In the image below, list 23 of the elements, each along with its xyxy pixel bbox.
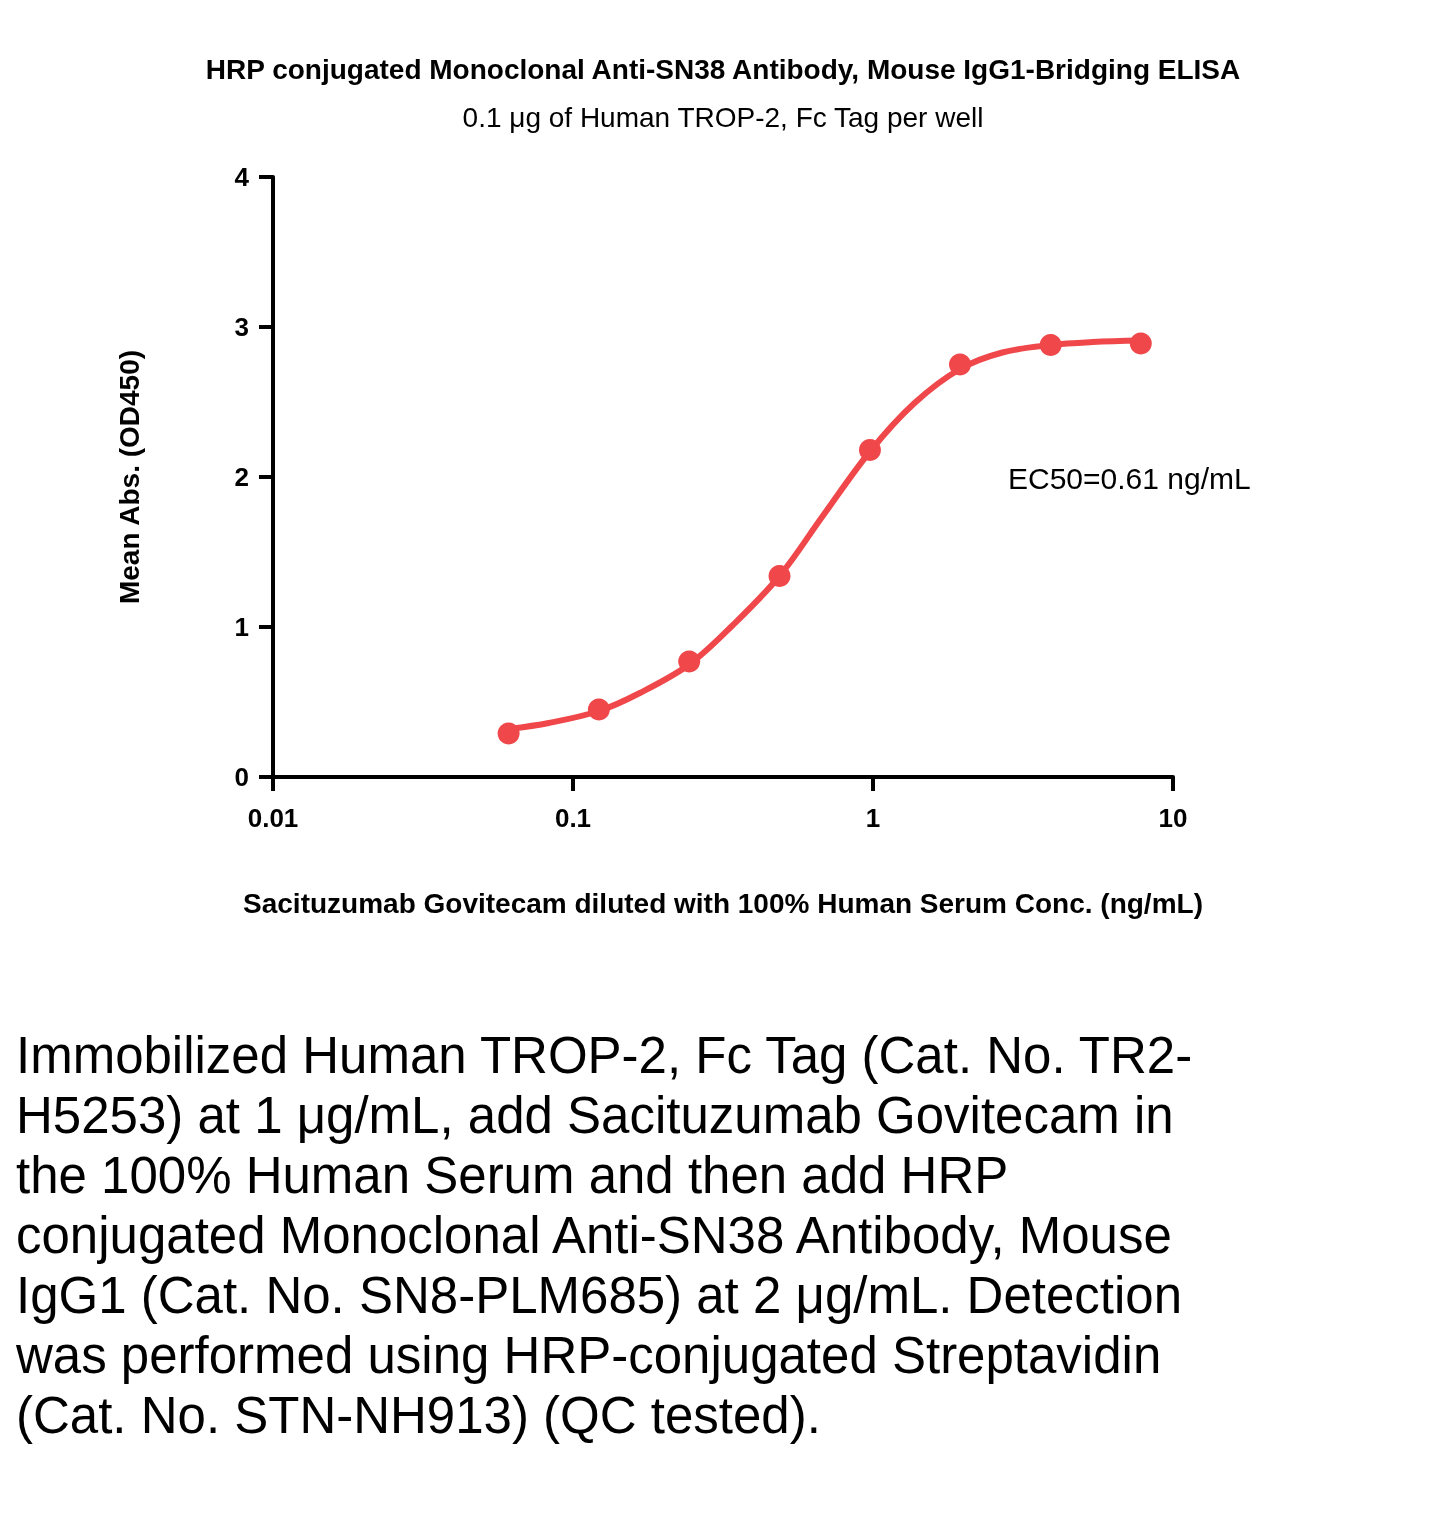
x-tick-label: 10 [1158,803,1188,833]
x-tick-label: 0.01 [247,803,299,833]
point [1039,334,1062,356]
point [858,439,881,461]
y-tick-label: 1 [234,612,249,642]
x-axis-title: Sacituzumab Govitecam diluted with 100% Human Serum Conc. (ng/mL) [243,887,1203,919]
chart-subtitle: 0.1 μg of Human TROP-2, Fc Tag per well [462,101,984,133]
annotation: EC50=0.61 ng/mL [1008,461,1251,495]
point [768,565,791,587]
y-tick-label: 0 [234,762,249,792]
point [587,698,610,721]
point [678,650,701,673]
y-axis-title: Mean Abs. (OD450) [113,349,145,605]
chart-title: HRP conjugated Monoclonal Anti-SN38 Antibody, Mouse IgG1-Bridging ELISA [205,53,1241,85]
x-tick-label: 1 [865,803,881,833]
y-tick-label: 2 [234,462,249,492]
x-tick-label: 0.1 [554,803,592,833]
y-tick-label: 3 [234,312,249,342]
text: Immobilized Human TROP-2, Fc Tag (Cat. No. TR2-H5253) at 1 μg/mL, add Sacituzumab Govitecam in the 100% Human Serum and then add HRP conjugated Monoclonal Anti-SN38 Antibody, Mouse IgG1 (Cat. No. SN8-PLM685) at 2 μg/mL. Detection was performed using HRP-conjugated Streptavidin (Cat. No. STN-NH913) (QC tested). [16,1026,1194,1446]
y-tick-label: 4 [234,162,250,192]
point [949,353,972,376]
point [497,722,520,745]
point [1129,332,1152,355]
